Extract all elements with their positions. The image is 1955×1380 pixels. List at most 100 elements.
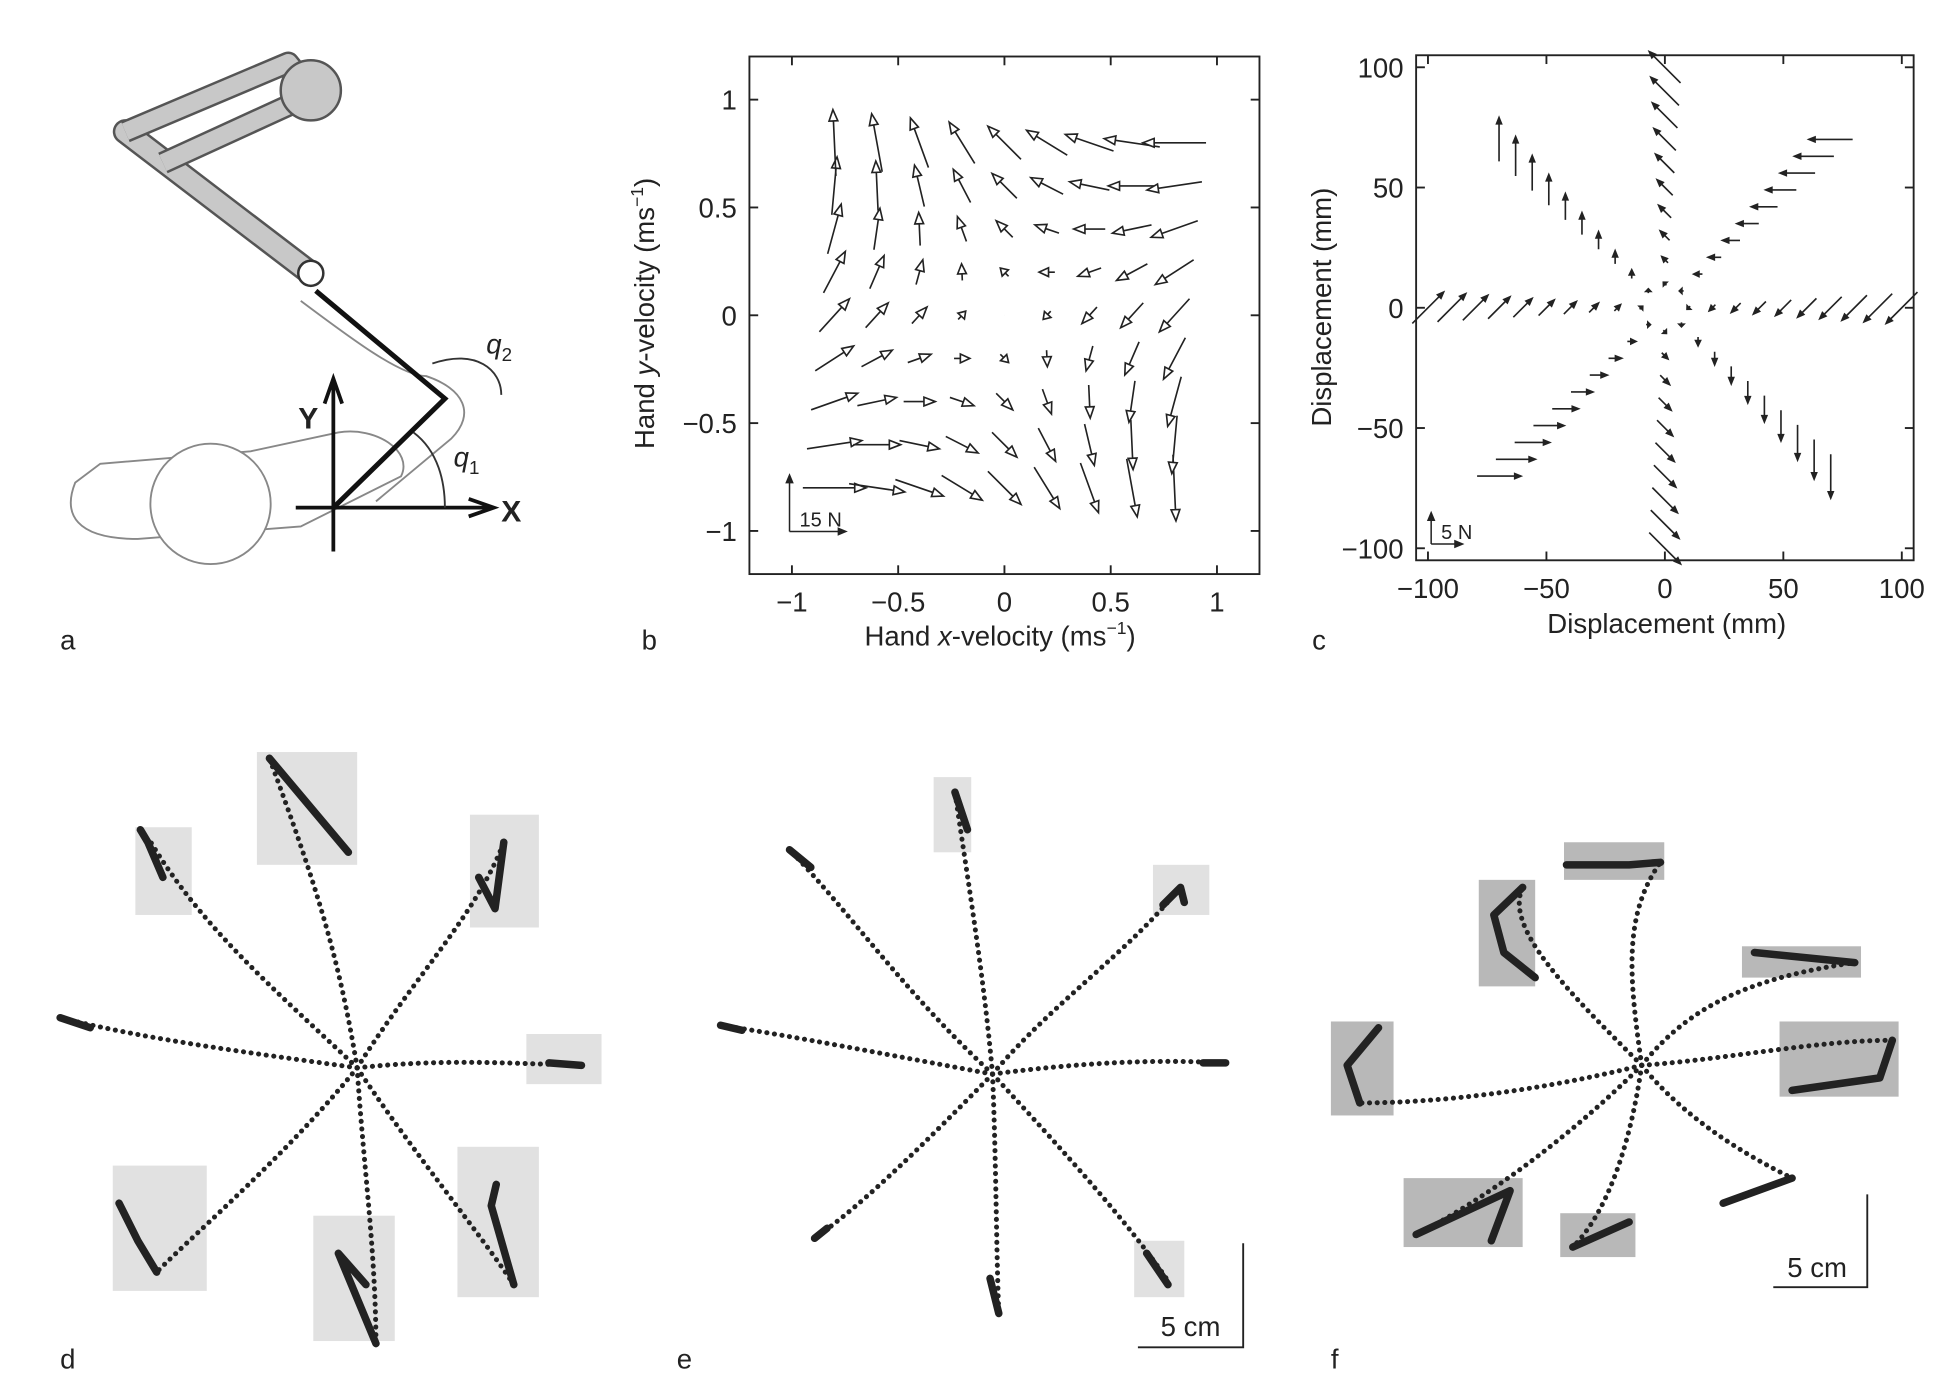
force-arrow bbox=[1028, 176, 1064, 195]
trajectory bbox=[1570, 1062, 1645, 1250]
force-arrow bbox=[1144, 180, 1203, 194]
force-arrow bbox=[1477, 472, 1524, 480]
x-axis-arrow bbox=[295, 497, 500, 519]
force-arrow bbox=[1033, 466, 1061, 511]
force-arrow bbox=[911, 163, 926, 207]
x-axis-label: X bbox=[501, 495, 521, 528]
trajectories-d bbox=[56, 752, 602, 1350]
force-arrow bbox=[1487, 295, 1512, 320]
force-arrow bbox=[1495, 455, 1538, 463]
angle-symbol: q bbox=[486, 329, 502, 360]
force-arrow bbox=[956, 261, 968, 281]
force-arrow bbox=[1125, 458, 1141, 519]
trajectory-end bbox=[1788, 1036, 1897, 1095]
x-tick-label: 50 bbox=[1768, 573, 1799, 604]
force-arrow bbox=[956, 214, 968, 242]
trajectory-end bbox=[334, 1249, 380, 1348]
y-tick-label: −50 bbox=[1357, 413, 1404, 444]
force-arrow bbox=[954, 352, 972, 365]
y-axis-arrow bbox=[322, 372, 344, 552]
axis-label-part: ) bbox=[1126, 621, 1135, 652]
trajectory bbox=[145, 834, 360, 1071]
force-arrow bbox=[1827, 454, 1835, 501]
force-arrow bbox=[1153, 259, 1195, 286]
y-tick-label: 0.5 bbox=[699, 192, 737, 223]
scale-bar bbox=[1137, 1243, 1245, 1349]
trajectory-end bbox=[265, 754, 353, 857]
x-tick-label: −50 bbox=[1523, 573, 1570, 604]
force-arrow bbox=[1075, 266, 1102, 278]
force-arrow bbox=[1114, 263, 1148, 282]
force-arrow bbox=[1810, 439, 1818, 482]
force-arrow bbox=[987, 470, 1023, 506]
force-arrow bbox=[857, 394, 899, 407]
force-arrow bbox=[1570, 388, 1596, 396]
force-arrow bbox=[868, 111, 883, 172]
scale-arrow-label: 5 N bbox=[1441, 522, 1472, 544]
force-arrow bbox=[1563, 299, 1578, 315]
force-arrow bbox=[1677, 322, 1686, 328]
trajectories-e: 5 cm bbox=[716, 777, 1245, 1349]
force-arrow bbox=[1578, 210, 1586, 235]
force-arrow bbox=[1646, 320, 1652, 330]
force-arrow bbox=[818, 297, 851, 333]
force-arrow bbox=[1165, 376, 1183, 429]
force-arrow bbox=[952, 167, 972, 203]
trajectory bbox=[718, 1022, 996, 1077]
force-arrow bbox=[956, 310, 967, 321]
force-arrow bbox=[1110, 224, 1152, 237]
force-arrow bbox=[947, 120, 976, 164]
spread bbox=[469, 814, 539, 928]
trajectory-end bbox=[1412, 1186, 1514, 1245]
trajectory-end bbox=[785, 846, 815, 872]
force-arrow bbox=[1777, 410, 1785, 444]
force-arrow bbox=[994, 219, 1014, 238]
trajectory-end bbox=[986, 1274, 1003, 1318]
trajectory-end bbox=[810, 1224, 831, 1243]
force-arrow bbox=[1067, 178, 1110, 191]
force-arrow bbox=[1862, 293, 1893, 324]
force-arrow bbox=[1594, 229, 1603, 250]
trajectory-end bbox=[1562, 858, 1665, 869]
spread bbox=[313, 1215, 395, 1342]
force-arrow bbox=[1123, 341, 1140, 378]
scale-bar-label: 5 cm bbox=[1787, 1252, 1847, 1283]
force-arrow bbox=[869, 253, 885, 290]
force-arrow bbox=[1080, 306, 1098, 326]
axis-label-part: Displacement (mm) bbox=[1306, 188, 1337, 427]
force-arrow bbox=[1042, 309, 1053, 321]
trajectory-end bbox=[474, 838, 508, 913]
force-arrow bbox=[1024, 129, 1068, 156]
trajectory bbox=[812, 1071, 996, 1241]
force-arrow bbox=[1533, 421, 1567, 430]
trajectory bbox=[990, 887, 1181, 1077]
trajectory-end bbox=[1719, 1174, 1796, 1207]
force-arrow bbox=[1691, 270, 1703, 278]
y-tick-label: 50 bbox=[1373, 173, 1404, 204]
force-arrow bbox=[986, 124, 1022, 160]
force-arrow bbox=[826, 202, 844, 255]
trajectory-end bbox=[1750, 948, 1859, 967]
trajectory bbox=[1357, 1062, 1645, 1106]
force-arrow bbox=[1652, 126, 1677, 151]
force-arrow bbox=[1806, 135, 1853, 144]
force-arrow bbox=[1662, 281, 1669, 288]
x-tick-label: −100 bbox=[1397, 573, 1459, 604]
force-arrow bbox=[1655, 178, 1674, 196]
y-tick-label: 1 bbox=[722, 85, 737, 116]
angle-label: q1 bbox=[454, 441, 480, 478]
trajectory-end bbox=[545, 1059, 586, 1070]
force-arrow bbox=[1041, 350, 1053, 369]
axis-label-part: -velocity (ms bbox=[629, 207, 660, 362]
force-arrow bbox=[990, 171, 1018, 199]
force-arrow bbox=[895, 478, 946, 498]
trajectory-end bbox=[136, 825, 167, 882]
force-arrow bbox=[1777, 169, 1816, 177]
force-arrow bbox=[1796, 297, 1818, 319]
force-arrow bbox=[1495, 115, 1503, 162]
force-arrow bbox=[1032, 223, 1060, 235]
angle-symbol: q bbox=[454, 441, 470, 472]
force-arrow bbox=[1627, 267, 1636, 279]
force-arrow bbox=[1751, 300, 1767, 316]
